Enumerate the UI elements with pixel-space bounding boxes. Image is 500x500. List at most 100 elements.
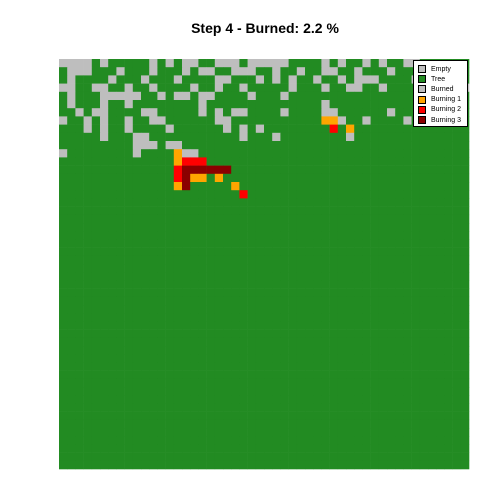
grid-cell-tree <box>157 108 166 117</box>
grid-cell-tree <box>108 346 117 355</box>
grid-cell-empty <box>387 67 396 76</box>
grid-cell-tree <box>411 354 421 363</box>
grid-cell-tree <box>296 460 306 470</box>
grid-cell-tree <box>132 165 142 175</box>
grid-cell-tree <box>75 460 84 470</box>
grid-cell-tree <box>83 305 93 314</box>
grid-cell-tree <box>67 124 76 134</box>
grid-cell-tree <box>296 403 306 412</box>
grid-cell-tree <box>124 264 134 273</box>
legend-item-tree: Tree <box>418 74 467 84</box>
grid-cell-tree <box>91 198 101 207</box>
grid-cell-tree <box>436 428 445 437</box>
grid-cell-tree <box>419 403 429 412</box>
legend-item-burned: Burned <box>418 84 467 94</box>
grid-cell-tree <box>337 239 347 248</box>
grid-cell-tree <box>108 132 117 142</box>
grid-cell-tree <box>264 411 273 421</box>
grid-cell-tree <box>264 280 273 289</box>
grid-cell-tree <box>149 255 158 265</box>
grid-cell-tree <box>419 173 429 183</box>
grid-cell-tree <box>75 198 84 207</box>
grid-cell-tree <box>173 280 183 289</box>
grid-cell-tree <box>214 100 224 109</box>
grid-cell-tree <box>75 247 84 257</box>
grid-cell-tree <box>313 157 322 166</box>
grid-cell-tree <box>378 116 388 125</box>
grid-cell-tree <box>264 346 273 355</box>
grid-cell-tree <box>411 313 421 322</box>
grid-cell-empty <box>83 116 93 125</box>
grid-cell-tree <box>132 100 142 109</box>
grid-cell-tree <box>165 206 175 216</box>
grid-cell-tree <box>370 419 380 429</box>
grid-cell-tree <box>272 313 281 322</box>
grid-cell-tree <box>280 354 289 363</box>
grid-cell-burning-1 <box>173 182 183 191</box>
grid-cell-tree <box>403 206 412 216</box>
grid-cell-tree <box>206 173 216 183</box>
grid-cell-tree <box>116 395 125 404</box>
grid-cell-tree <box>124 231 134 240</box>
grid-cell-tree <box>387 239 396 248</box>
grid-cell-tree <box>272 223 281 232</box>
grid-cell-tree <box>436 313 445 322</box>
grid-cell-tree <box>149 231 158 240</box>
grid-cell-tree <box>370 296 380 306</box>
grid-cell-tree <box>411 428 421 437</box>
grid-cell-empty <box>223 59 232 68</box>
grid-cell-tree <box>190 444 199 453</box>
grid-cell-tree <box>444 403 453 412</box>
grid-cell-tree <box>387 444 396 453</box>
grid-cell-tree <box>313 337 322 347</box>
grid-cell-tree <box>419 165 429 175</box>
grid-cell-tree <box>411 272 421 281</box>
grid-cell-tree <box>305 149 314 158</box>
grid-cell-tree <box>206 346 216 355</box>
grid-cell-tree <box>91 362 101 371</box>
grid-cell-tree <box>403 460 412 470</box>
grid-cell-tree <box>419 264 429 273</box>
grid-cell-tree <box>124 223 134 232</box>
grid-cell-tree <box>132 428 142 437</box>
grid-cell-tree <box>321 124 330 134</box>
grid-cell-tree <box>223 403 232 412</box>
grid-cell-tree <box>247 264 257 273</box>
grid-cell-tree <box>346 190 355 199</box>
grid-cell-tree <box>362 321 371 330</box>
grid-cell-tree <box>247 419 257 429</box>
grid-cell-tree <box>419 296 429 306</box>
grid-cell-tree <box>108 206 117 216</box>
grid-cell-tree <box>428 337 437 347</box>
grid-cell-tree <box>149 173 158 183</box>
grid-cell-tree <box>378 206 388 216</box>
grid-cell-tree <box>165 239 175 248</box>
grid-cell-empty <box>190 59 199 68</box>
grid-cell-tree <box>436 198 445 207</box>
grid-cell-tree <box>313 346 322 355</box>
grid-cell-tree <box>173 321 183 330</box>
grid-cell-tree <box>329 452 339 462</box>
grid-cell-tree <box>190 190 199 199</box>
grid-cell-tree <box>206 411 216 421</box>
grid-cell-tree <box>419 149 429 158</box>
grid-cell-tree <box>255 223 265 232</box>
grid-cell-tree <box>59 124 68 134</box>
grid-cell-tree <box>165 362 175 371</box>
grid-cell-tree <box>296 59 306 68</box>
grid-cell-tree <box>206 428 216 437</box>
grid-cell-tree <box>59 460 68 470</box>
grid-cell-tree <box>83 108 93 117</box>
grid-cell-tree <box>419 428 429 437</box>
grid-cell-tree <box>149 387 158 396</box>
grid-cell-tree <box>436 132 445 142</box>
grid-cell-tree <box>378 444 388 453</box>
grid-cell-tree <box>329 296 339 306</box>
grid-cell-tree <box>214 296 224 306</box>
grid-cell-tree <box>247 296 257 306</box>
grid-cell-tree <box>460 124 470 134</box>
grid-cell-tree <box>132 255 142 265</box>
grid-cell-empty <box>59 149 68 158</box>
grid-cell-tree <box>255 452 265 462</box>
grid-cell-tree <box>362 239 371 248</box>
